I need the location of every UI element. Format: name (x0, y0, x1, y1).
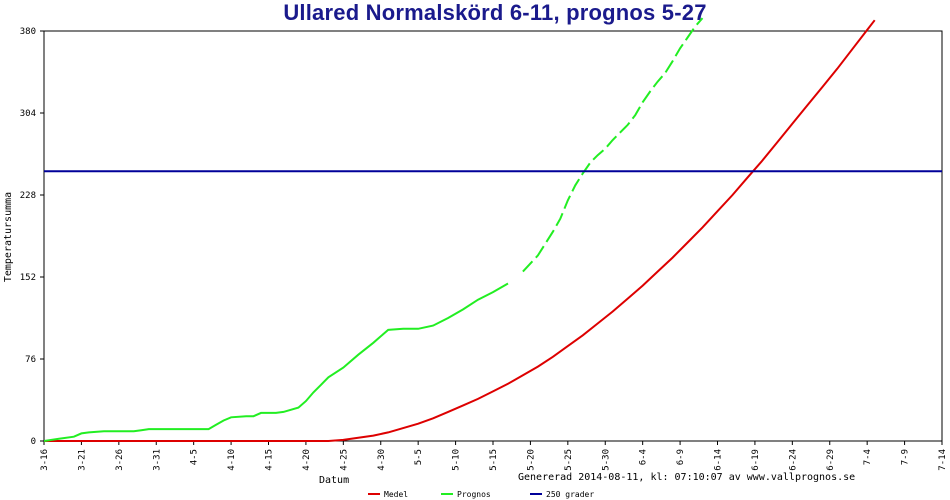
y-tick-label: 76 (25, 355, 36, 365)
x-axis-title: Datum (319, 475, 349, 486)
plot-area (43, 30, 943, 442)
legend-label: Prognos (457, 490, 491, 499)
series-layer (44, 17, 942, 442)
x-tick-label: 6-19 (751, 449, 761, 471)
plot-frame (43, 30, 943, 442)
series-medel-line (44, 19, 876, 442)
x-tick-label: 4-25 (339, 449, 349, 471)
x-tick-label: 4-15 (265, 449, 275, 471)
x-tick-label: 6-4 (639, 449, 649, 465)
y-tick-label: 304 (20, 109, 36, 119)
x-tick-label: 6-14 (714, 449, 724, 471)
series-prognos-forecast-line (522, 17, 704, 273)
x-tick-label: 5-10 (452, 449, 462, 471)
x-tick-label: 4-20 (302, 449, 312, 471)
y-tick-label: 380 (20, 27, 36, 37)
x-tick-label: 5-25 (564, 449, 574, 471)
x-tick-label: 7-14 (938, 449, 948, 471)
legend: Medel Prognos 250 grader (368, 490, 594, 499)
x-tick-label: 5-5 (414, 449, 424, 465)
x-tick-label: 5-15 (489, 449, 499, 471)
x-tick-label: 3-21 (77, 449, 87, 471)
x-tick-label: 5-20 (526, 449, 536, 471)
x-tick-label: 3-31 (152, 449, 162, 471)
x-tick-label: 6-9 (676, 449, 686, 465)
x-tick-label: 7-4 (863, 449, 873, 465)
legend-label: Medel (384, 490, 408, 499)
y-tick-label: 228 (20, 191, 36, 201)
generated-note: Genererad 2014-08-11, kl: 07:10:07 av ww… (518, 472, 856, 483)
chart-title: Ullared Normalskörd 6-11, prognos 5-27 (283, 0, 707, 25)
x-tick-label: 6-29 (826, 449, 836, 471)
x-tick-label: 6-24 (788, 449, 798, 471)
x-tick-label: 3-26 (115, 449, 125, 471)
series-prognos-line (44, 282, 509, 442)
x-tick-label: 4-30 (377, 449, 387, 471)
x-tick-label: 3-16 (40, 449, 50, 471)
y-axis-ticks: 0 76 152 228 304 380 (20, 27, 44, 447)
legend-label: 250 grader (546, 490, 594, 499)
x-tick-label: 4-10 (227, 449, 237, 471)
x-tick-label: 7-9 (901, 449, 911, 465)
x-axis-ticks: 3-16 3-21 3-26 3-31 4-5 4-10 4-15 4-20 4-25 4-30 5… (40, 441, 948, 471)
y-axis-title: Temperatursumma (3, 192, 14, 282)
y-tick-label: 0 (31, 437, 36, 447)
x-tick-label: 4-5 (190, 449, 200, 465)
x-tick-label: 5-30 (601, 449, 611, 471)
y-tick-label: 152 (20, 273, 36, 283)
